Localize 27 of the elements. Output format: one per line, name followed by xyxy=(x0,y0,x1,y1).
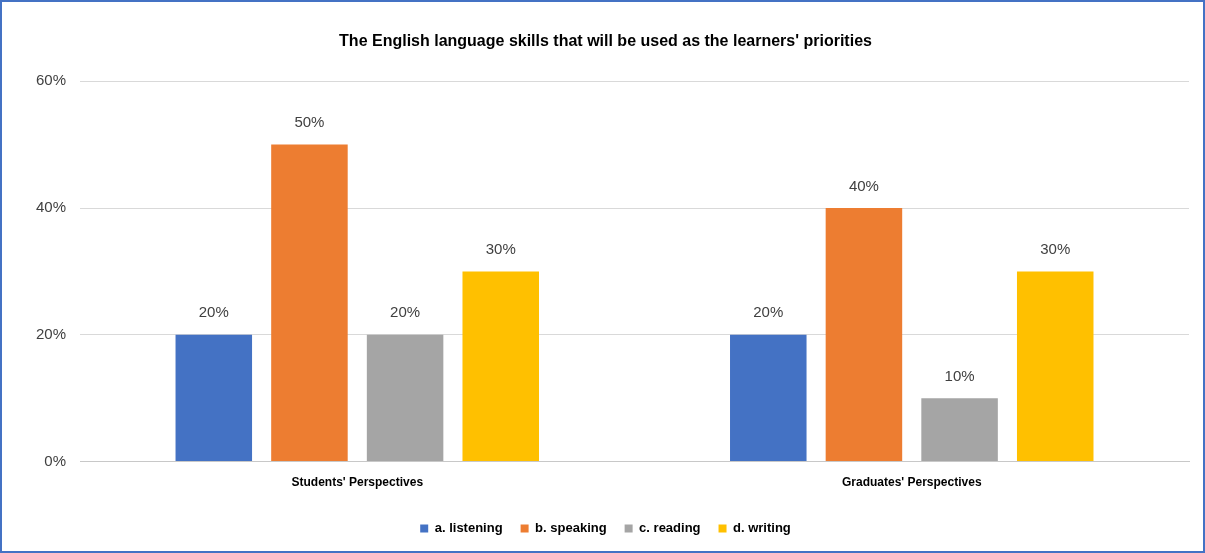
legend-label: c. reading xyxy=(639,520,701,536)
data-label: 30% xyxy=(1040,240,1071,258)
y-tick-label: 40% xyxy=(35,198,67,216)
bar xyxy=(730,334,807,462)
bar xyxy=(921,398,998,462)
data-label: 50% xyxy=(294,113,325,131)
y-tick-label: 0% xyxy=(44,451,67,469)
data-label: 40% xyxy=(848,176,879,194)
bar xyxy=(175,334,253,462)
legend-label: b. speaking xyxy=(535,520,607,536)
bar xyxy=(825,208,903,462)
bar xyxy=(1016,271,1094,462)
data-label: 30% xyxy=(485,240,516,258)
x-tick-label: Graduates' Perspectives xyxy=(841,475,982,490)
data-label: 20% xyxy=(753,303,784,321)
x-tick-label: Students' Perspectives xyxy=(291,475,424,490)
data-label: 10% xyxy=(944,366,975,384)
data-label: 20% xyxy=(390,303,421,321)
data-label: 20% xyxy=(198,303,229,321)
bar xyxy=(462,271,539,462)
y-tick-label: 20% xyxy=(35,324,67,342)
chart-title: The English language skills that will be used as the learners' priorities xyxy=(339,32,873,50)
legend-label: a. listening xyxy=(434,520,503,536)
legend-label: d. writing xyxy=(733,520,791,536)
y-tick-label: 60% xyxy=(35,71,67,89)
bar xyxy=(271,144,348,462)
bar xyxy=(366,334,444,462)
